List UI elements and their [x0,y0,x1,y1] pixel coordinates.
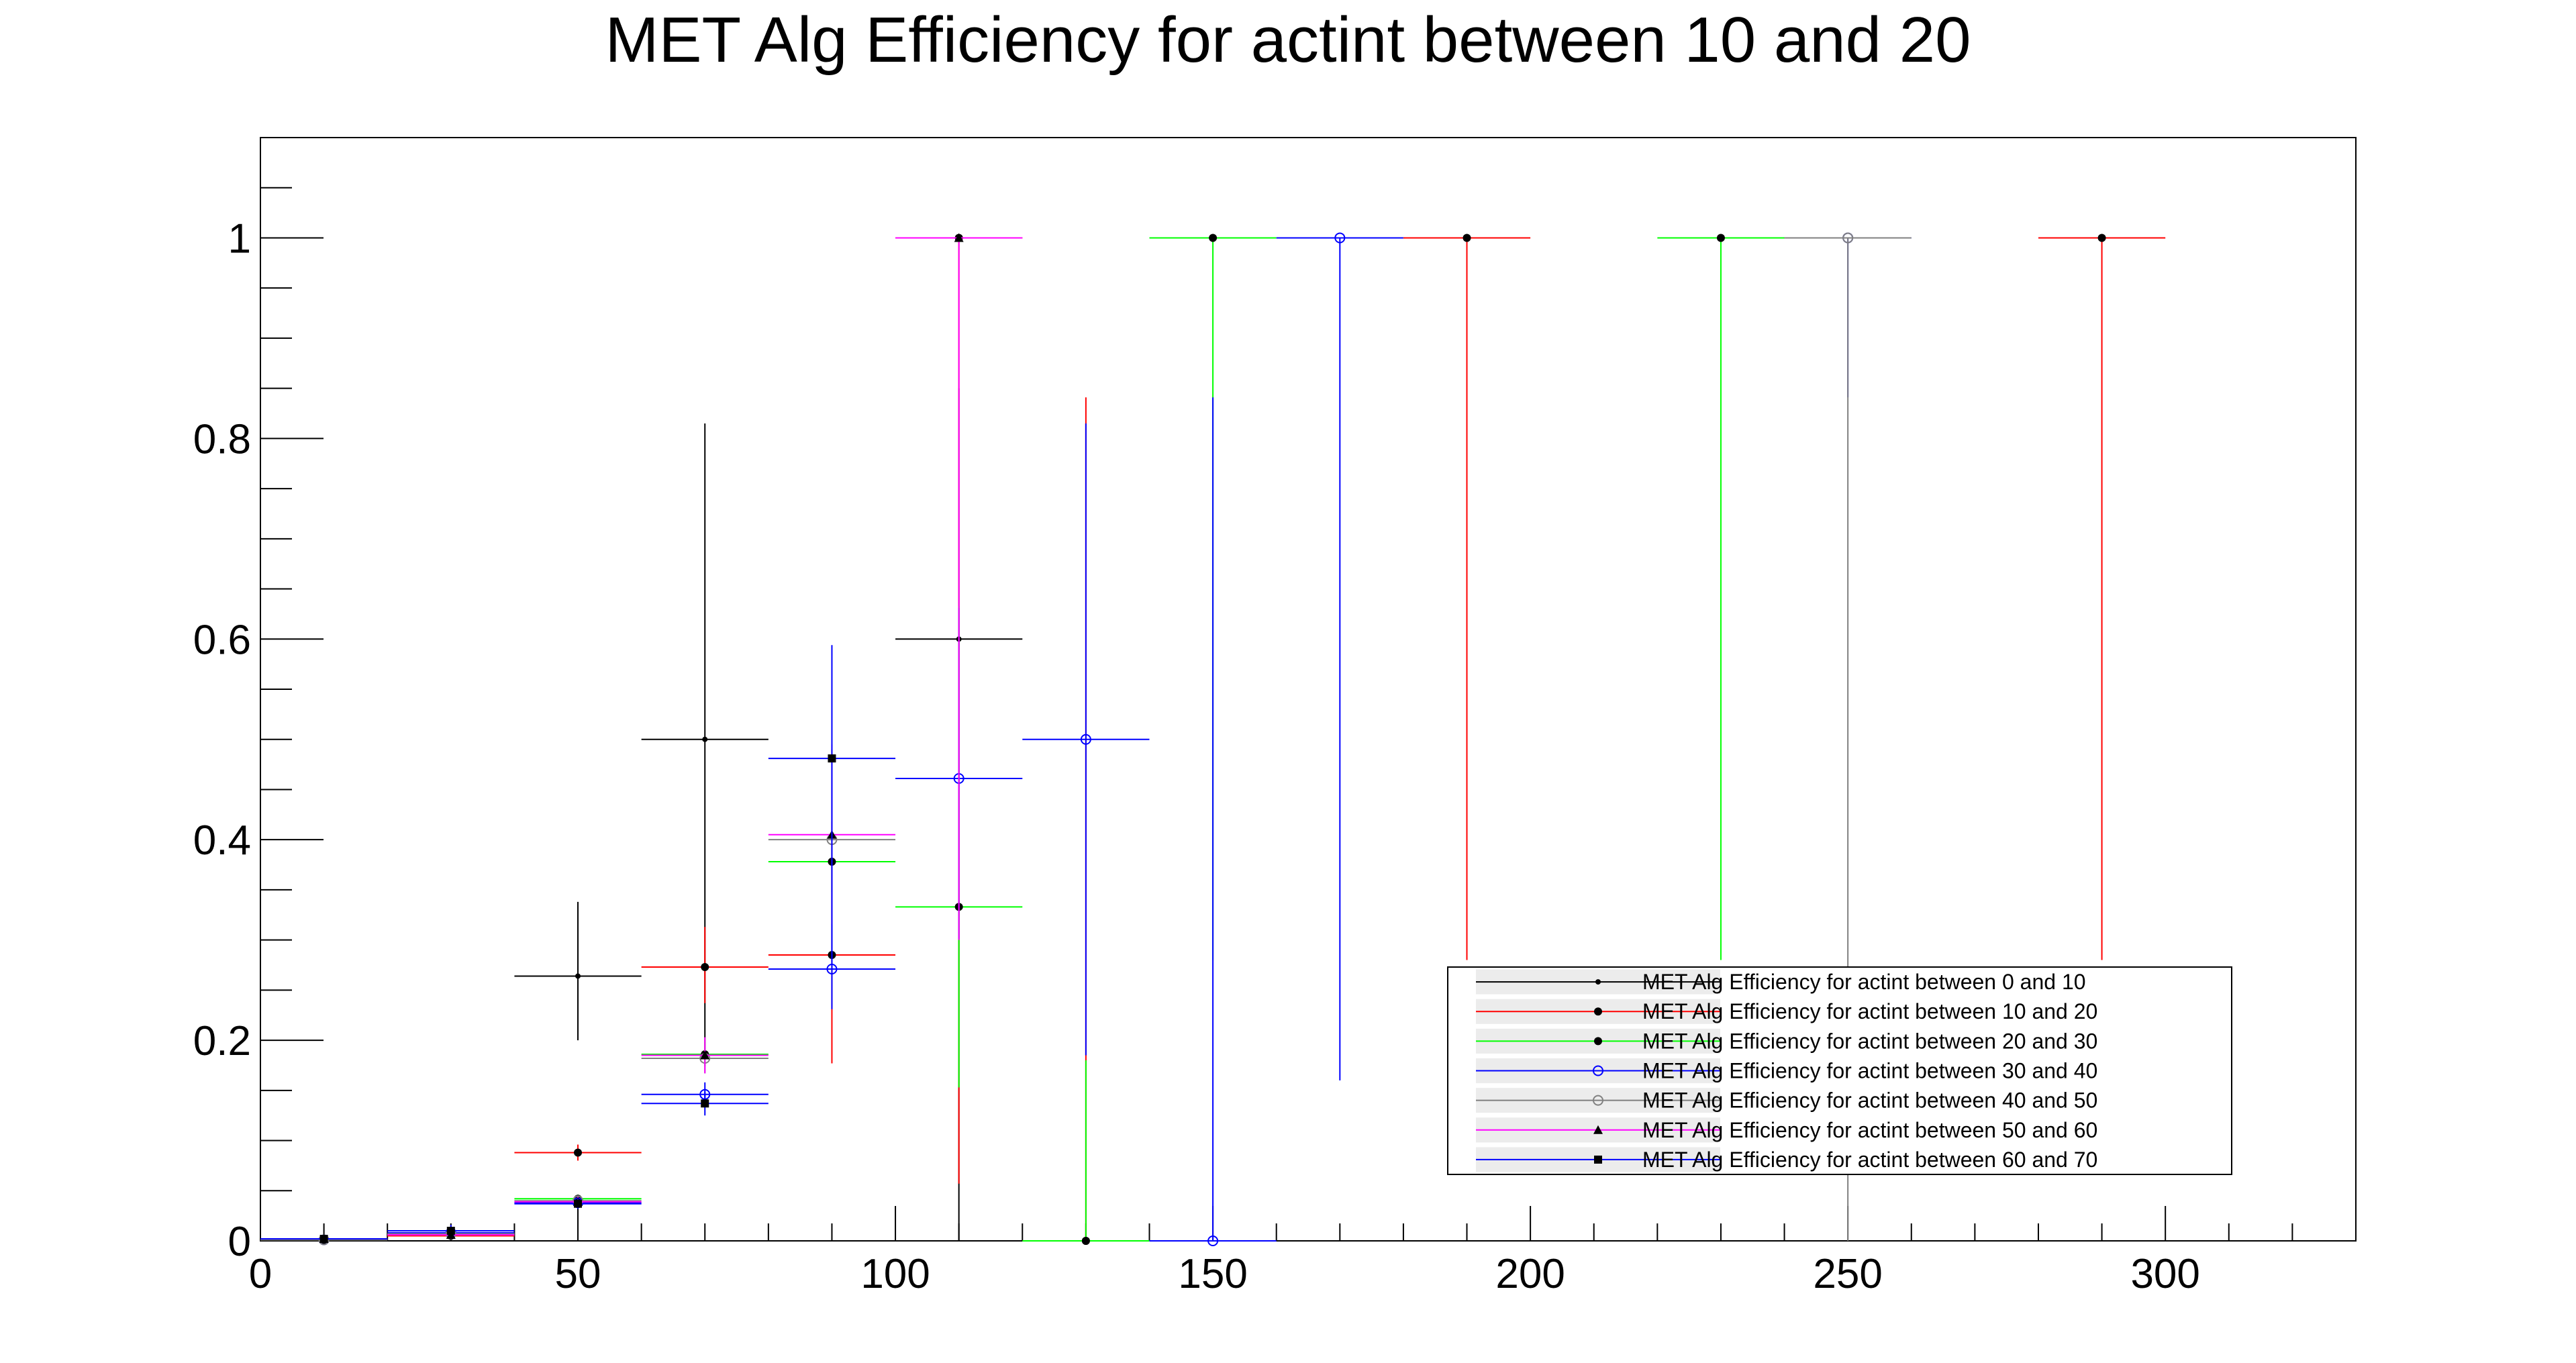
legend-swatch-marker [1595,979,1601,985]
y-tick-label: 0.2 [193,1018,251,1064]
data-point [701,962,709,971]
data-point [702,736,708,742]
data-point [1716,234,1725,242]
data-point [1842,232,1854,244]
data-point [1209,234,1218,242]
legend-entry-label: MET Alg Efficiency for actint between 0 … [1642,970,2086,994]
y-tick-label: 0.6 [193,617,251,663]
series-0 [260,388,1023,1242]
data-point [1080,734,1091,745]
data-point [574,1199,583,1208]
legend-entry-label: MET Alg Efficiency for actint between 30… [1642,1059,2097,1083]
legend: MET Alg Efficiency for actint between 0 … [1447,966,2232,1175]
data-point [1207,1235,1219,1246]
x-tick-label: 250 [1813,1251,1882,1297]
y-tick-label: 1 [228,215,251,262]
data-point [701,1099,709,1108]
legend-entry-label: MET Alg Efficiency for actint between 50… [1642,1118,2097,1142]
legend-entry-label: MET Alg Efficiency for actint between 10… [1642,999,2097,1023]
axes: 0 50 100 150 200 250 300 0 0.2 0.4 0.6 0.8 1 [193,137,2357,1297]
y-tick-label: 0 [228,1219,251,1265]
data-point [828,754,836,763]
data-point [700,1050,710,1060]
data-point [575,973,581,979]
legend-entry-label: MET Alg Efficiency for actint between 20… [1642,1029,2097,1053]
legend-swatch-marker [1594,1007,1602,1016]
data-point [574,1148,583,1157]
data-point [446,1227,455,1235]
data-point [954,233,964,242]
legend-swatch-marker [1593,1065,1603,1076]
series-6 [260,645,896,1244]
legend-swatch-marker [1594,1037,1602,1046]
data-point [1463,234,1471,242]
data-point [2097,234,2106,242]
data-point [1081,1237,1090,1245]
y-tick-label: 0.8 [193,416,251,462]
x-tick-label: 50 [555,1251,601,1297]
x-tick-label: 200 [1495,1251,1565,1297]
y-tick-label: 0.4 [193,817,251,864]
legend-entry-label: MET Alg Efficiency for actint between 60… [1642,1148,2097,1172]
x-tick-label: 150 [1178,1251,1247,1297]
x-tick-label: 300 [2130,1251,2199,1297]
series-layer [260,232,2166,1246]
data-point [1334,232,1346,244]
legend-swatch-marker [1593,1125,1603,1134]
legend-swatch-marker [1593,1095,1603,1106]
series-5 [260,233,1023,1244]
x-tick-label: 0 [249,1251,272,1297]
chart-title: MET Alg Efficiency for actint between 10… [605,4,1971,76]
data-point [319,1235,328,1244]
legend-swatch-marker [1594,1155,1602,1164]
legend-entry-label: MET Alg Efficiency for actint between 40… [1642,1089,2097,1113]
x-tick-label: 100 [860,1251,930,1297]
